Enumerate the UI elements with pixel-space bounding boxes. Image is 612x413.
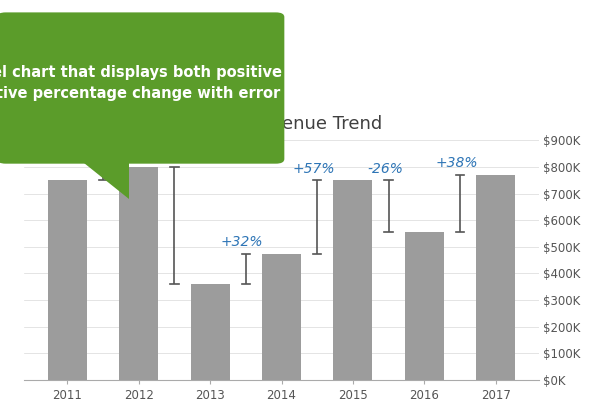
Polygon shape xyxy=(79,159,130,199)
Bar xyxy=(476,175,515,380)
Bar xyxy=(190,284,230,380)
Text: +57%: +57% xyxy=(293,161,335,176)
Title: Annual Revenue Trend: Annual Revenue Trend xyxy=(181,115,382,133)
FancyBboxPatch shape xyxy=(0,12,285,164)
Text: +38%: +38% xyxy=(435,156,477,170)
Bar xyxy=(119,167,159,380)
Text: -55%: -55% xyxy=(153,148,189,162)
Bar xyxy=(48,180,87,380)
Bar xyxy=(262,254,301,380)
Text: +32%: +32% xyxy=(221,235,264,249)
Text: Excel chart that displays both positive and
negative percentage change with erro: Excel chart that displays both positive … xyxy=(0,65,327,101)
Text: -26%: -26% xyxy=(367,161,403,176)
Bar xyxy=(334,180,373,380)
Text: +5%: +5% xyxy=(83,148,116,162)
Bar xyxy=(405,232,444,380)
